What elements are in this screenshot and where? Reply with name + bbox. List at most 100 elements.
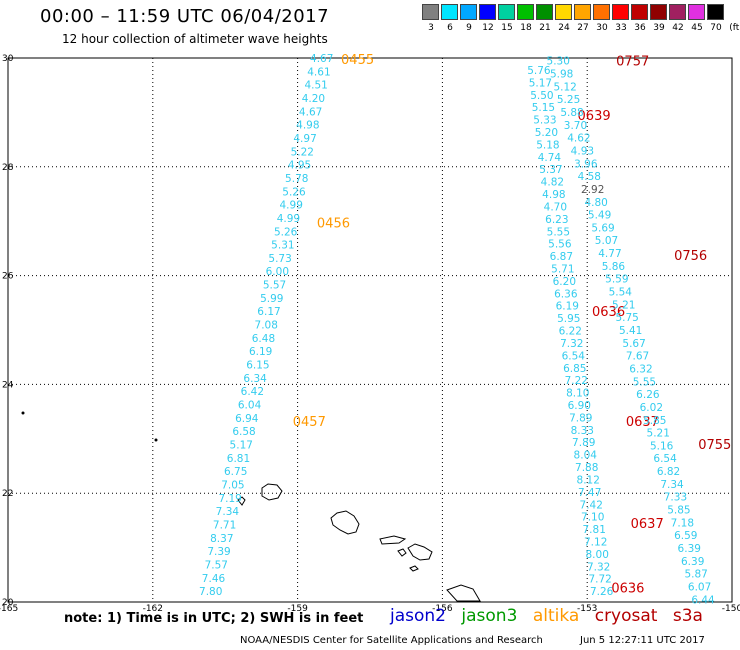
swh-value: 8.04	[574, 450, 598, 462]
swh-value: 5.57	[263, 280, 286, 292]
swh-value: 6.00	[266, 266, 289, 278]
swh-value: 5.18	[536, 139, 559, 151]
swh-value: 5.26	[274, 226, 298, 238]
swh-value: 5.25	[557, 94, 580, 106]
longitude-tick-label: -162	[143, 604, 163, 614]
swh-value: 5.20	[535, 127, 558, 139]
swh-value: 7.88	[575, 462, 598, 474]
swh-value: 7.34	[216, 506, 240, 518]
swh-value: 5.85	[643, 415, 666, 427]
page-subtitle: 12 hour collection of altimeter wave hei…	[62, 32, 328, 46]
pass-time-label: 0637	[626, 415, 659, 430]
color-swatch	[536, 4, 553, 20]
altimeter-tracks: 4.674.614.514.204.674.984.975.224.955.78…	[199, 53, 731, 606]
swh-value: 6.44	[691, 594, 715, 606]
swh-value: 4.62	[567, 133, 590, 145]
latitude-tick-label: 28	[2, 163, 14, 173]
swh-value: 2.92	[581, 184, 604, 196]
swh-value: 5.55	[633, 376, 656, 388]
color-swatch	[650, 4, 667, 20]
swh-value: 7.32	[587, 561, 610, 573]
pass-time-label: 0757	[616, 55, 649, 70]
swh-value: 6.48	[252, 333, 275, 345]
color-scale-unit: (ft)	[729, 23, 740, 33]
swh-value: 4.99	[277, 213, 300, 225]
swh-value: 6.20	[553, 276, 576, 288]
swh-value: 5.67	[622, 338, 645, 350]
swh-value: 7.33	[664, 492, 687, 504]
swh-value: 4.67	[310, 53, 333, 65]
swh-value: 5.78	[285, 173, 308, 185]
swh-value: 5.37	[539, 164, 562, 176]
swh-value: 6.22	[559, 326, 582, 338]
swh-value: 4.77	[598, 248, 621, 260]
pass-time-label: 0455	[341, 53, 374, 68]
color-scale-label: 36	[634, 23, 646, 33]
swh-value: 8.10	[566, 388, 589, 400]
swh-value: 7.46	[202, 573, 226, 585]
legend-s3a: s3a	[672, 606, 703, 626]
longitude-tick-label: -150	[722, 604, 740, 614]
pass-time-label: 0637	[631, 517, 664, 532]
latitude-tick-label: 20	[2, 598, 14, 608]
island-oahu	[330, 510, 360, 535]
color-swatch	[593, 4, 610, 20]
swh-value: 7.89	[572, 437, 595, 449]
swh-value: 4.51	[304, 80, 327, 92]
swh-value: 7.22	[565, 375, 588, 387]
swh-value: 4.98	[542, 189, 565, 201]
color-swatch	[460, 4, 477, 20]
latitude-tick-label: 22	[2, 489, 13, 499]
swh-value: 6.34	[243, 373, 267, 385]
swh-value: 6.19	[556, 301, 579, 313]
swh-value: 7.18	[671, 517, 694, 529]
swh-value: 5.21	[647, 428, 670, 440]
swh-value: 3.96	[574, 158, 598, 170]
swh-value: 5.49	[588, 210, 611, 222]
swh-value: 5.21	[612, 299, 635, 311]
color-swatch	[574, 4, 591, 20]
swh-value: 6.54	[653, 453, 677, 465]
swh-value: 8.00	[586, 549, 609, 561]
color-scale-label: 9	[466, 23, 472, 33]
swh-value: 6.81	[227, 453, 250, 465]
color-swatch	[555, 4, 572, 20]
swh-value: 7.10	[581, 512, 604, 524]
swh-value: 5.16	[650, 440, 674, 452]
swh-value: 6.82	[657, 466, 680, 478]
latitude-tick-label: 26	[2, 272, 14, 282]
legend-cryosat: cryosat	[594, 606, 658, 626]
color-swatch	[631, 4, 648, 20]
island-kauai	[261, 483, 283, 501]
generation-timestamp: Jun 5 12:27:11 UTC 2017	[580, 635, 705, 646]
swh-value: 7.72	[588, 574, 611, 586]
swh-value: 7.89	[569, 412, 592, 424]
pass-time-label: 0636	[592, 305, 625, 320]
swh-value: 5.07	[595, 235, 618, 247]
color-scale-label: 30	[596, 23, 608, 33]
swh-value: 5.75	[615, 312, 638, 324]
swh-value: 6.39	[681, 556, 704, 568]
swh-value: 7.34	[660, 479, 684, 491]
swh-value: 5.41	[619, 325, 642, 337]
swh-value: 4.58	[578, 171, 601, 183]
color-scale-label: 3	[428, 23, 434, 33]
swh-value: 5.76	[527, 65, 551, 77]
swh-value: 6.90	[568, 400, 591, 412]
legend-altika: altika	[532, 606, 580, 626]
swh-value: 6.36	[554, 288, 578, 300]
color-swatch	[422, 4, 439, 20]
satellite-legend: jason2 jason3 altika cryosat s3a	[390, 606, 713, 626]
swh-value: 4.99	[280, 200, 303, 212]
swh-value: 5.12	[553, 81, 576, 93]
swh-value: 8.33	[571, 425, 594, 437]
island-maui	[407, 543, 433, 561]
swh-value: 7.39	[207, 546, 230, 558]
legend-jason2: jason2	[390, 606, 446, 626]
page-title: 00:00 – 11:59 UTC 06/04/2017	[40, 6, 330, 27]
pass-time-label: 0639	[578, 109, 611, 124]
swh-value: 6.94	[235, 413, 259, 425]
color-scale-label: 45	[691, 23, 703, 33]
color-scale-label: 15	[501, 23, 513, 33]
